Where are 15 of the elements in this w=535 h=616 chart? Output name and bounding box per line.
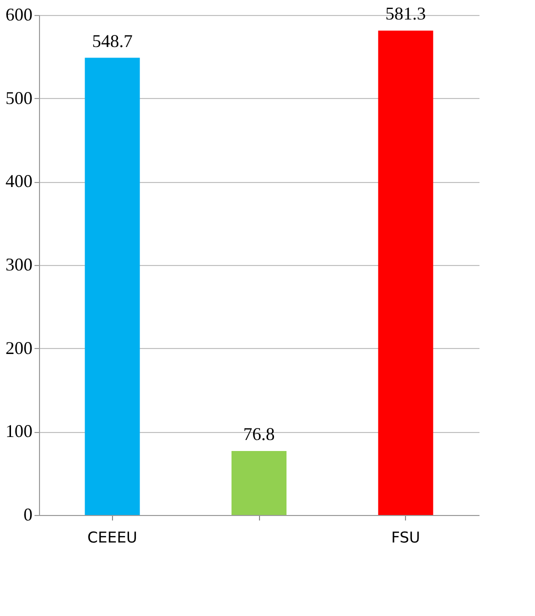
y-tick-label: 100 <box>6 421 32 442</box>
y-tick-label: 600 <box>6 4 32 24</box>
y-tick-label: 400 <box>6 171 32 192</box>
data-label: 548.7 <box>92 30 133 51</box>
data-label: 581.3 <box>385 4 426 24</box>
bar <box>232 451 286 515</box>
bar <box>378 30 434 515</box>
y-tick-label: 200 <box>6 338 32 358</box>
y-tick-label: 500 <box>6 88 32 108</box>
data-label: 76.8 <box>243 424 275 444</box>
bar <box>84 58 140 515</box>
x-tick-label: FSU <box>391 528 420 546</box>
x-tick-label: CEEEU <box>87 528 138 546</box>
y-tick-label: 300 <box>6 254 32 274</box>
y-tick-label: 0 <box>24 504 32 524</box>
